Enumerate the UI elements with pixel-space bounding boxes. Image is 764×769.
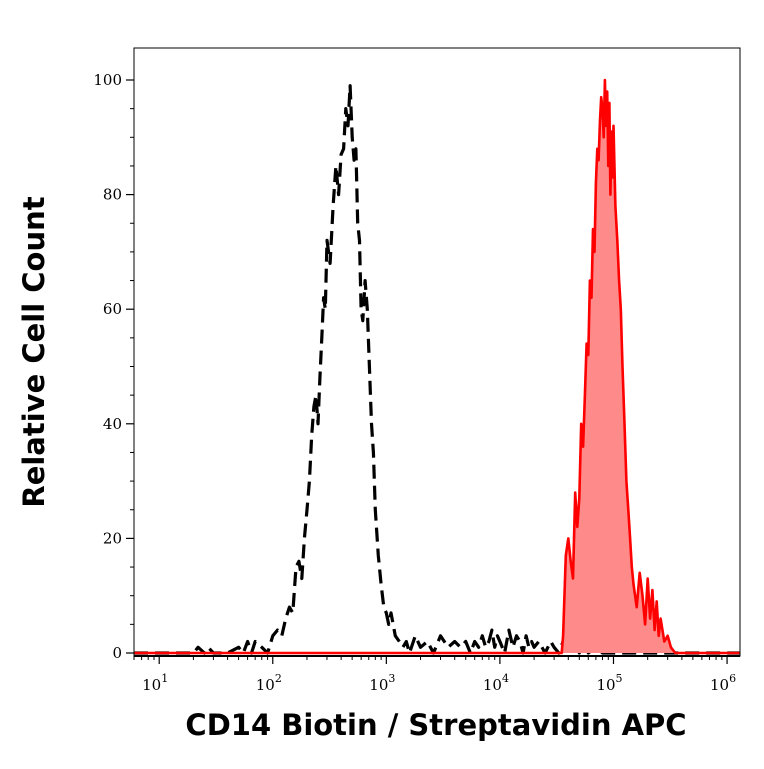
- y-tick-label: 100: [93, 71, 122, 89]
- x-axis-title: CD14 Biotin / Streptavidin APC: [185, 708, 686, 742]
- y-tick-label: 40: [103, 415, 122, 433]
- y-tick-label: 80: [103, 186, 122, 204]
- x-tick-label: 106: [710, 672, 736, 694]
- x-tick-label: 105: [596, 672, 622, 694]
- series-0-line: [134, 84, 740, 655]
- x-tick-label: 102: [256, 672, 282, 694]
- series-1-line: [134, 78, 740, 655]
- y-tick-label: 60: [103, 300, 122, 318]
- y-axis-title: Relative Cell Count: [17, 196, 51, 507]
- axis-layer: 0 20 40 60 80 100 101 102 103 104 105 106: [93, 47, 741, 694]
- plot-frame: [133, 47, 741, 657]
- y-tick-label: 0: [112, 644, 122, 662]
- y-tick-label: 20: [103, 529, 122, 547]
- series-1-area: [134, 80, 740, 653]
- series-layer: [134, 78, 740, 655]
- x-tick-label: 101: [142, 672, 168, 694]
- x-tick-label: 104: [483, 672, 509, 694]
- x-tick-label: 103: [369, 672, 395, 694]
